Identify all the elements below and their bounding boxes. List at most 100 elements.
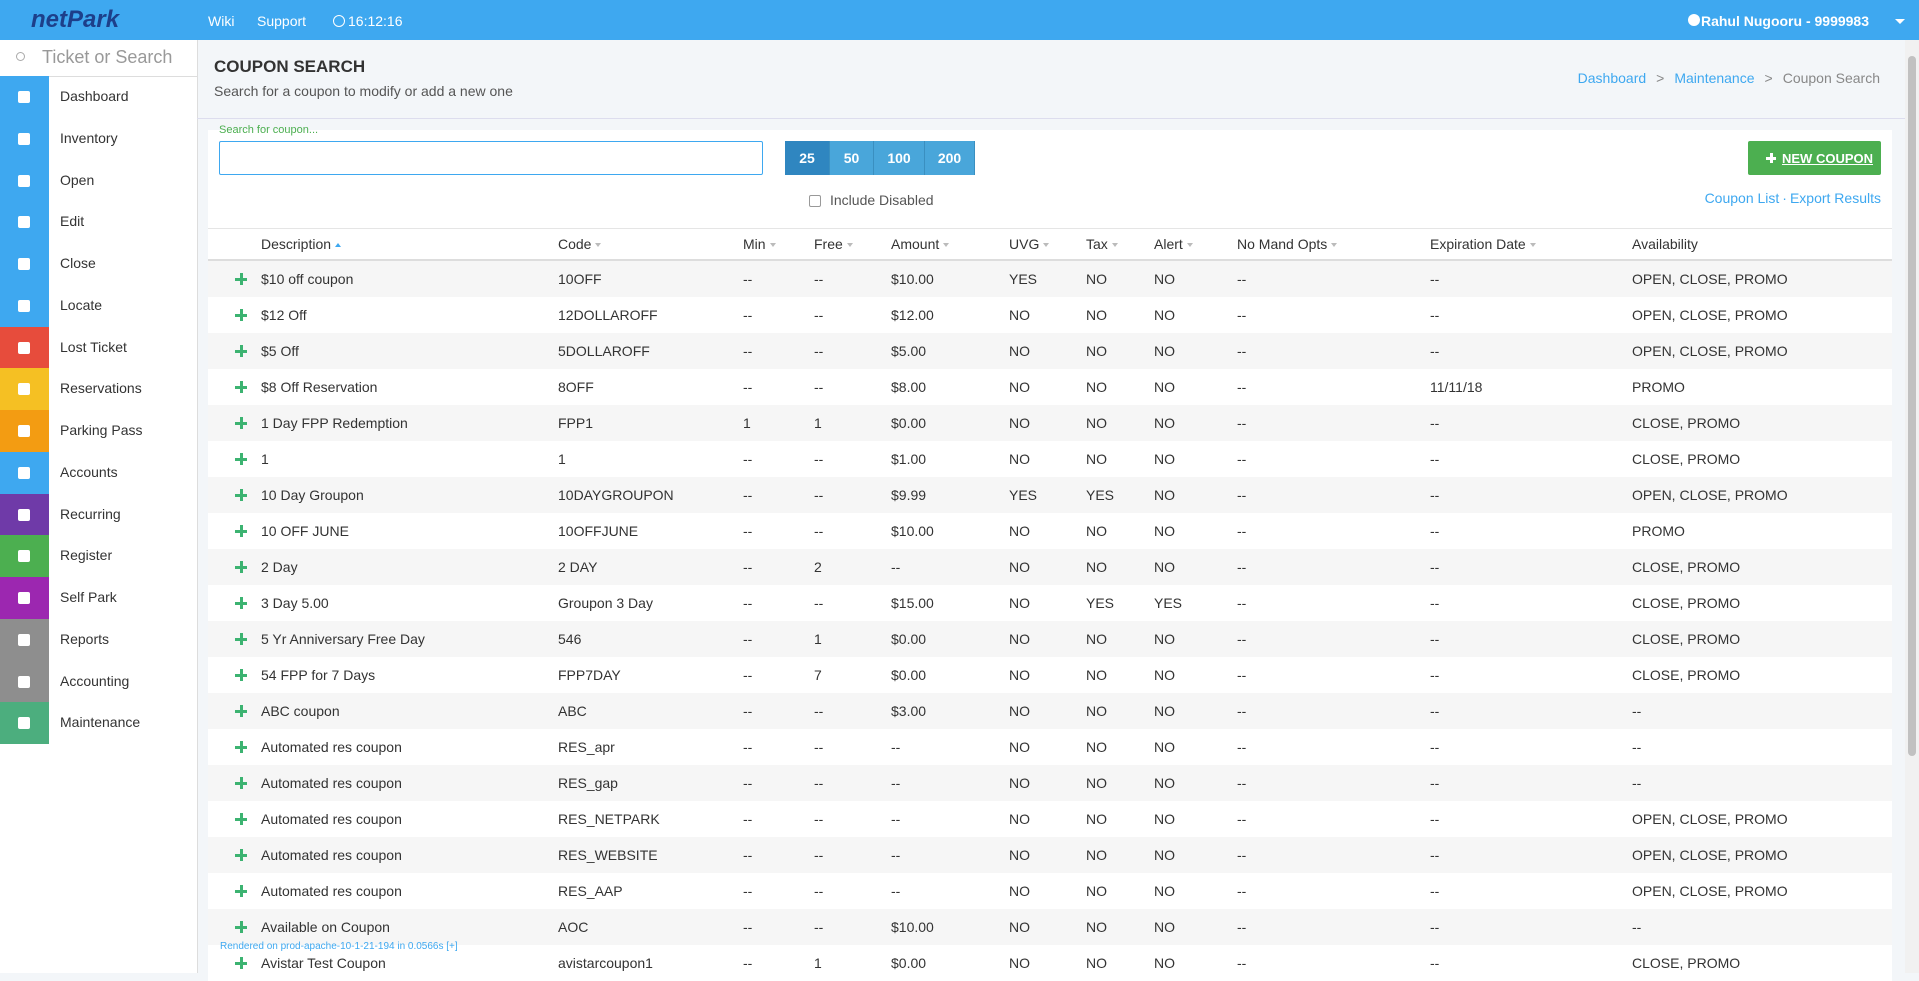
breadcrumb-link[interactable]: Dashboard bbox=[1577, 70, 1647, 86]
expand-button[interactable] bbox=[235, 705, 247, 717]
expand-button[interactable] bbox=[235, 633, 247, 645]
column-header[interactable]: Free bbox=[814, 236, 853, 252]
expand-button[interactable] bbox=[235, 849, 247, 861]
scrollbar[interactable] bbox=[1905, 40, 1919, 973]
nav-label: Register bbox=[60, 547, 113, 564]
page-size-button[interactable]: 100 bbox=[874, 141, 925, 175]
nav-icon bbox=[0, 493, 49, 536]
cell: -- bbox=[891, 847, 901, 863]
nav-item[interactable]: Accounts bbox=[0, 451, 197, 494]
logo[interactable]: netPark bbox=[31, 6, 120, 33]
column-header[interactable]: Availability bbox=[1632, 236, 1698, 252]
cell: YES bbox=[1086, 595, 1115, 611]
result-link[interactable]: Export Results bbox=[1789, 190, 1881, 206]
expand-button[interactable] bbox=[235, 741, 247, 753]
cell: 1 bbox=[814, 415, 822, 431]
new-coupon-button[interactable]: NEW COUPON bbox=[1748, 141, 1881, 175]
cell: 12DOLLAROFF bbox=[558, 307, 658, 323]
column-header[interactable]: UVG bbox=[1009, 236, 1050, 252]
nav-label: Reservations bbox=[60, 380, 142, 397]
cell: NO bbox=[1009, 595, 1030, 611]
nav-item[interactable]: Lost Ticket bbox=[0, 326, 197, 369]
column-header[interactable]: Tax bbox=[1086, 236, 1118, 252]
nav-item[interactable]: Accounting bbox=[0, 660, 197, 703]
cell: -- bbox=[743, 631, 753, 647]
column-header[interactable]: Expiration Date bbox=[1430, 236, 1536, 252]
cell: $0.00 bbox=[891, 955, 927, 971]
sidebar-search[interactable]: Ticket or Search bbox=[0, 40, 197, 77]
nav-item[interactable]: Inventory bbox=[0, 117, 197, 160]
search-icon bbox=[16, 52, 25, 61]
scroll-thumb[interactable] bbox=[1908, 56, 1916, 756]
nav-label: Accounts bbox=[60, 463, 118, 480]
expand-button[interactable] bbox=[235, 669, 247, 681]
nav-item[interactable]: Edit bbox=[0, 201, 197, 244]
expand-button[interactable] bbox=[235, 885, 247, 897]
column-header[interactable]: Alert bbox=[1154, 236, 1193, 252]
cell: NO bbox=[1154, 451, 1175, 467]
expand-button[interactable] bbox=[235, 921, 247, 933]
cell: NO bbox=[1009, 559, 1030, 575]
cell: Avistar Test Coupon bbox=[261, 955, 386, 971]
cell: -- bbox=[743, 523, 753, 539]
cell: -- bbox=[814, 379, 824, 395]
nav-item[interactable]: Register bbox=[0, 535, 197, 578]
nav-item[interactable]: Close bbox=[0, 243, 197, 285]
nav-item[interactable]: Self Park bbox=[0, 577, 197, 619]
column-header[interactable]: Amount bbox=[891, 236, 950, 252]
cell: FPP1 bbox=[558, 415, 594, 431]
breadcrumb-link[interactable]: Maintenance bbox=[1674, 70, 1755, 86]
nav-item[interactable]: Reservations bbox=[0, 368, 197, 411]
result-link[interactable]: Coupon List bbox=[1704, 190, 1780, 206]
expand-button[interactable] bbox=[235, 489, 247, 501]
nav-link[interactable]: Support bbox=[257, 13, 307, 29]
expand-button[interactable] bbox=[235, 453, 247, 465]
nav-item[interactable]: Locate bbox=[0, 284, 197, 327]
nav-icon bbox=[0, 535, 49, 578]
expand-button[interactable] bbox=[235, 309, 247, 321]
column-header[interactable]: Min bbox=[743, 236, 776, 252]
clock: 16:12:16 bbox=[348, 13, 403, 29]
nav-label: Locate bbox=[60, 296, 103, 313]
nav-item[interactable]: Open bbox=[0, 159, 197, 202]
expand-button[interactable] bbox=[235, 525, 247, 537]
expand-button[interactable] bbox=[235, 813, 247, 825]
expand-button[interactable] bbox=[235, 381, 247, 393]
help-icon[interactable] bbox=[1688, 14, 1700, 26]
expand-button[interactable] bbox=[235, 273, 247, 285]
search-input[interactable] bbox=[219, 141, 763, 175]
cell: -- bbox=[1237, 631, 1247, 647]
nav-label: Reports bbox=[60, 630, 110, 647]
user-menu[interactable]: Rahul Nugooru - 9999983 bbox=[1700, 13, 1869, 29]
expand-button[interactable] bbox=[235, 777, 247, 789]
cell: NO bbox=[1154, 703, 1175, 719]
nav-item[interactable]: Maintenance bbox=[0, 702, 197, 745]
expand-button[interactable] bbox=[235, 561, 247, 573]
expand-button[interactable] bbox=[235, 345, 247, 357]
nav-item[interactable]: Recurring bbox=[0, 493, 197, 536]
cell: 1 bbox=[261, 451, 269, 467]
cell: -- bbox=[743, 703, 753, 719]
cell: Automated res coupon bbox=[261, 739, 402, 755]
cell: NO bbox=[1009, 307, 1030, 323]
column-header[interactable]: Code bbox=[558, 236, 602, 252]
cell: 1 Day FPP Redemption bbox=[261, 415, 408, 431]
page-size-button[interactable]: 25 bbox=[785, 141, 830, 175]
sidebar: Ticket or Search Dashboard Inventory Open E… bbox=[0, 40, 198, 973]
checkbox[interactable] bbox=[809, 195, 821, 207]
cell: NO bbox=[1154, 811, 1175, 827]
column-header[interactable]: Description bbox=[261, 236, 342, 252]
page-size-button[interactable]: 200 bbox=[925, 141, 975, 175]
page-size-button[interactable]: 50 bbox=[830, 141, 874, 175]
expand-button[interactable] bbox=[235, 417, 247, 429]
nav-link[interactable]: Wiki bbox=[208, 13, 235, 29]
nav-item[interactable]: Reports bbox=[0, 618, 197, 661]
nav-item[interactable]: Dashboard bbox=[0, 76, 197, 118]
expand-button[interactable] bbox=[235, 597, 247, 609]
nav-item[interactable]: Parking Pass bbox=[0, 410, 197, 452]
cell: 2 DAY bbox=[558, 559, 598, 575]
expand-button[interactable] bbox=[235, 957, 247, 969]
column-header[interactable]: No Mand Opts bbox=[1237, 236, 1338, 252]
cell: -- bbox=[814, 775, 824, 791]
